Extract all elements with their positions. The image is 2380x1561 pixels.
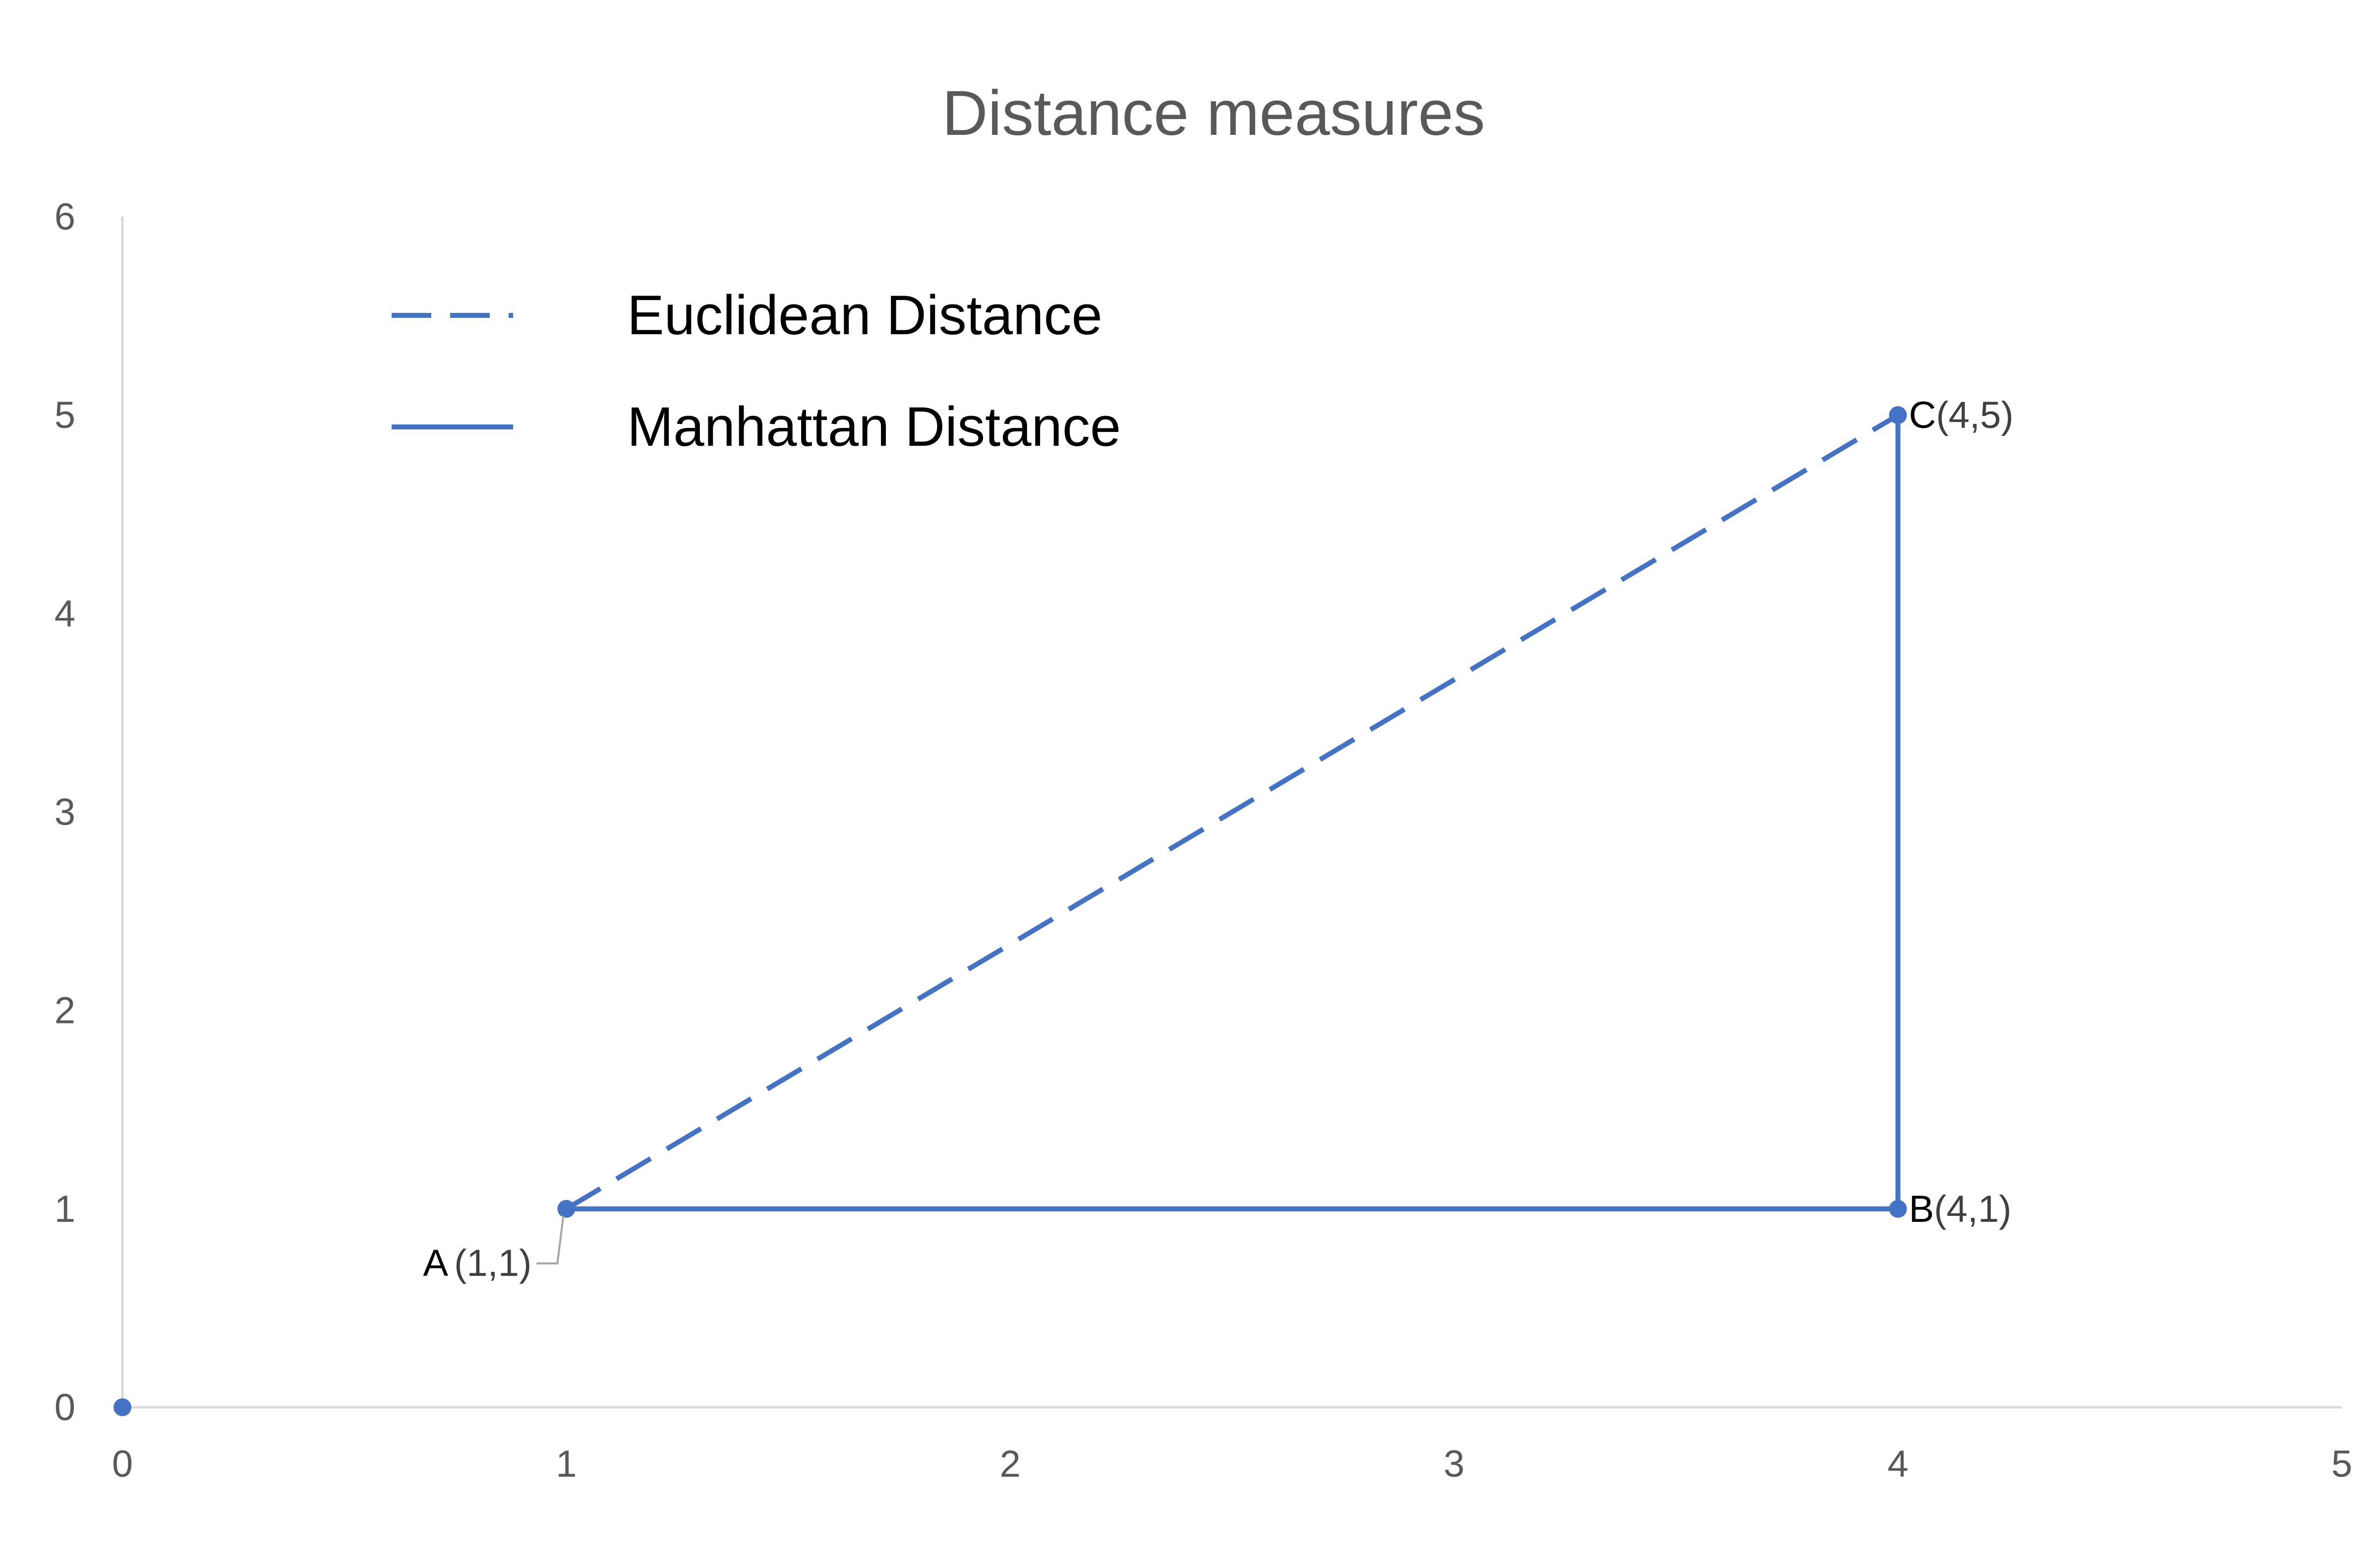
y-tick-label: 3 xyxy=(55,791,75,834)
data-point-B xyxy=(1889,1200,1907,1218)
x-tick-label: 1 xyxy=(556,1443,577,1485)
legend: Euclidean Distance Manhattan Distance xyxy=(392,284,1121,458)
point-label-coords: (4,5) xyxy=(1936,394,2013,436)
series-line-1 xyxy=(565,413,1900,1211)
legend-label-1: Euclidean Distance xyxy=(627,284,1103,346)
y-tick-label: 4 xyxy=(55,593,75,635)
data-point-origin xyxy=(114,1398,131,1416)
x-tick-label: 3 xyxy=(1444,1443,1464,1485)
x-tick-label: 4 xyxy=(1887,1443,1908,1485)
data-point-A xyxy=(557,1200,576,1218)
y-tick-label: 1 xyxy=(55,1188,75,1230)
point-label-name: B xyxy=(1909,1188,1934,1230)
x-tick-label: 0 xyxy=(112,1443,133,1485)
chart-title: Distance measures xyxy=(942,78,1485,149)
point-label-coords: (1,1) xyxy=(454,1242,531,1284)
point-label-name: A xyxy=(423,1242,448,1284)
point-label-coords: (4,1) xyxy=(1934,1188,2011,1230)
x-tick-label: 5 xyxy=(2331,1443,2352,1485)
point-label-C: C(4,5) xyxy=(1909,394,2014,436)
legend-label-2: Manhattan Distance xyxy=(627,396,1121,458)
series-layer xyxy=(565,413,1901,1211)
y-tick-label: 6 xyxy=(55,196,75,238)
data-point-C xyxy=(1889,406,1907,424)
point-label-A: A (1,1) xyxy=(423,1242,531,1284)
y-tick-label: 5 xyxy=(55,394,75,436)
y-tick-label: 0 xyxy=(55,1386,75,1429)
point-label-name: C xyxy=(1909,394,1936,436)
leader-line-A xyxy=(536,1215,565,1264)
y-tick-label: 2 xyxy=(55,990,75,1032)
point-label-B: B(4,1) xyxy=(1909,1188,2012,1230)
axis-ticks: 0 1 2 3 4 5 0 1 2 3 4 5 6 xyxy=(55,196,2352,1485)
points-layer: A (1,1) B(4,1) C(4,5) xyxy=(114,394,2014,1416)
x-tick-label: 2 xyxy=(1000,1443,1021,1485)
